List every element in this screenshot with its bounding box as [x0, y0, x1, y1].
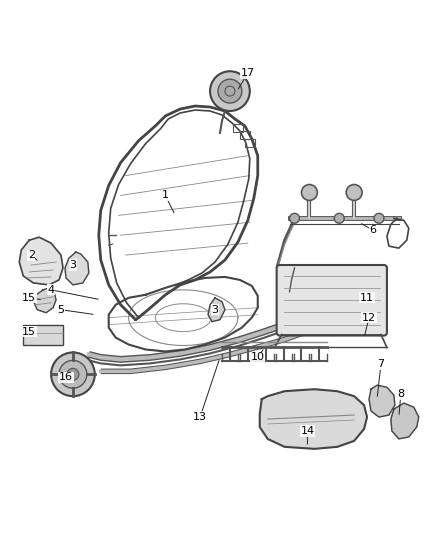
Circle shape	[218, 79, 242, 103]
Polygon shape	[34, 288, 56, 313]
Text: 7: 7	[378, 359, 385, 369]
Text: 14: 14	[300, 426, 314, 436]
Text: 1: 1	[162, 190, 169, 200]
Text: 11: 11	[360, 293, 374, 303]
Bar	[245, 139, 255, 147]
Polygon shape	[391, 403, 419, 439]
Circle shape	[59, 360, 87, 388]
Circle shape	[374, 213, 384, 223]
Bar	[23, 325, 63, 344]
Circle shape	[301, 184, 318, 200]
Text: 5: 5	[57, 305, 64, 314]
Text: 3: 3	[70, 260, 77, 270]
Circle shape	[210, 71, 250, 111]
Polygon shape	[208, 298, 225, 321]
Text: 15: 15	[22, 327, 36, 336]
Text: 3: 3	[212, 305, 219, 314]
Circle shape	[334, 213, 344, 223]
Text: 4: 4	[47, 285, 55, 295]
Polygon shape	[369, 385, 395, 417]
Circle shape	[346, 184, 362, 200]
Text: 13: 13	[193, 412, 207, 422]
Bar	[233, 124, 243, 132]
Text: 2: 2	[28, 250, 35, 260]
Circle shape	[67, 368, 79, 380]
Text: 8: 8	[397, 389, 404, 399]
Polygon shape	[19, 237, 63, 285]
Bar	[240, 131, 250, 139]
Polygon shape	[65, 252, 89, 285]
Text: 17: 17	[241, 68, 255, 78]
Text: 10: 10	[251, 352, 265, 362]
Circle shape	[51, 352, 95, 396]
Text: 16: 16	[59, 372, 73, 382]
FancyBboxPatch shape	[277, 265, 387, 336]
Polygon shape	[260, 389, 367, 449]
Text: 12: 12	[362, 313, 376, 322]
Text: 15: 15	[22, 293, 36, 303]
Text: 6: 6	[370, 225, 377, 235]
Circle shape	[290, 213, 300, 223]
